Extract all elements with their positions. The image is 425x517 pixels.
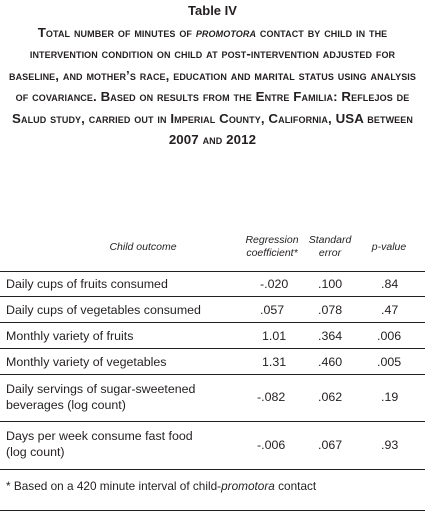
footnote-part2: contact — [274, 479, 317, 493]
col-header-coef-line2: coefficient* — [246, 247, 298, 259]
p-cell: .84 — [381, 277, 399, 291]
title-part2: contact by child in the intervention con… — [8, 25, 417, 148]
row-label-line1: Days per week consume fast food — [6, 429, 193, 443]
coef-cell: -.020 — [260, 277, 289, 291]
row-label-line1: Monthly variety of fruits — [6, 329, 134, 343]
title-part1: Total number of minutes of — [37, 25, 196, 40]
row-label: Daily servings of sugar-sweetened bevera… — [6, 381, 195, 413]
se-cell: .062 — [318, 390, 343, 404]
row-label-line1: Daily cups of vegetables consumed — [6, 303, 201, 317]
p-cell: .19 — [381, 390, 399, 404]
col-header-p-text: p-value — [371, 241, 407, 253]
se-cell: .078 — [318, 303, 343, 317]
col-header-se-line2: error — [318, 247, 342, 259]
se-cell: .460 — [318, 355, 343, 369]
table-bottom-rule — [0, 510, 425, 511]
row-label-line1: Daily cups of fruits consumed — [6, 277, 168, 291]
row-label: Days per week consume fast food (log cou… — [6, 428, 193, 460]
coef-cell: -.006 — [257, 438, 286, 452]
table-label: Table IV — [188, 3, 237, 18]
row-divider — [0, 348, 425, 349]
col-header-se-line1: Standard — [308, 234, 352, 246]
title-emphasis: promotora — [195, 25, 257, 40]
row-label: Daily cups of fruits consumed — [6, 276, 168, 292]
col-header-p-value: p-value — [366, 241, 412, 254]
p-cell: .005 — [377, 355, 402, 369]
footnote-emphasis: promotora — [221, 479, 275, 493]
coef-cell: 1.01 — [262, 329, 287, 343]
row-label-line1: Daily servings of sugar-sweetened — [6, 382, 196, 396]
row-divider — [0, 421, 425, 422]
coef-cell: -.082 — [257, 390, 286, 404]
col-header-outcome-text: Child outcome — [109, 241, 177, 253]
row-label: Daily cups of vegetables consumed — [6, 302, 201, 318]
col-header-std-error: Standard error — [304, 234, 356, 260]
row-label-line2: beverages (log count) — [6, 398, 126, 412]
row-label: Monthly variety of vegetables — [6, 354, 166, 370]
se-cell: .364 — [318, 329, 343, 343]
table-title: Total number of minutes of promotora con… — [6, 22, 419, 150]
coef-cell: 1.31 — [262, 355, 287, 369]
row-label-line2: (log count) — [6, 445, 65, 459]
p-cell: .006 — [377, 329, 402, 343]
table-footnote: * Based on a 420 minute interval of chil… — [6, 479, 316, 494]
se-cell: .067 — [318, 438, 343, 452]
se-cell: .100 — [318, 277, 343, 291]
row-label: Monthly variety of fruits — [6, 328, 133, 344]
p-cell: .93 — [381, 438, 399, 452]
footnote-part1: * Based on a 420 minute interval of chil… — [6, 479, 222, 493]
coef-cell: .057 — [260, 303, 285, 317]
col-header-coef-line1: Regression — [245, 234, 299, 246]
col-header-outcome: Child outcome — [88, 241, 198, 254]
row-divider — [0, 322, 425, 323]
p-cell: .47 — [381, 303, 399, 317]
row-divider — [0, 374, 425, 375]
col-header-coefficient: Regression coefficient* — [240, 234, 304, 260]
row-label-line1: Monthly variety of vegetables — [6, 355, 167, 369]
row-divider — [0, 271, 425, 272]
row-divider — [0, 296, 425, 297]
row-divider — [0, 469, 425, 470]
